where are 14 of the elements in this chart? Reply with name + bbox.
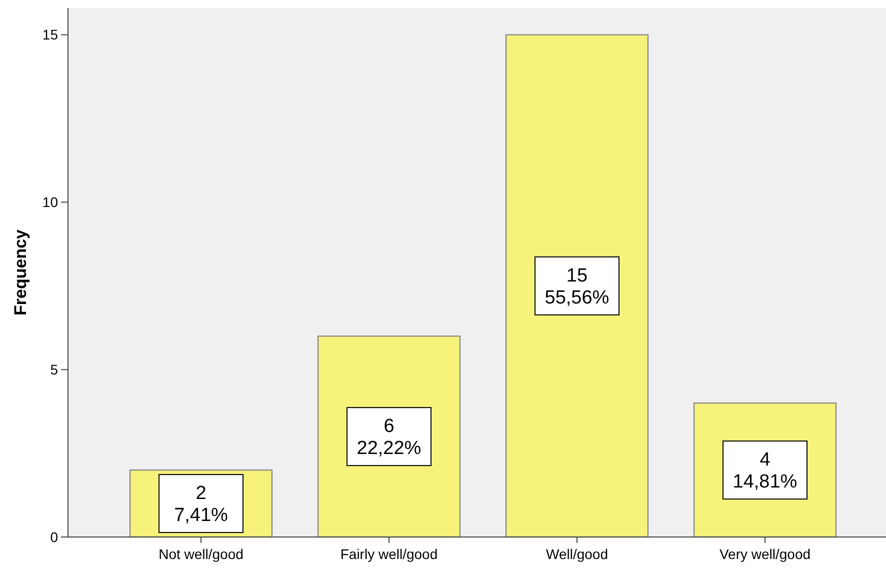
y-tick-label: 0	[50, 528, 58, 545]
x-tick-label: Fairly well/good	[340, 546, 438, 562]
data-label: 6 22,22%	[356, 416, 422, 460]
data-label: 15 55,56%	[544, 266, 610, 309]
x-tick-label: Well/good	[546, 546, 608, 562]
data-label: 2 7,41%	[174, 483, 228, 526]
data-label: 4 14,81%	[732, 450, 798, 493]
bar	[505, 34, 649, 538]
y-tick-label: 5	[50, 361, 58, 378]
y-tick-label: 15	[42, 26, 58, 43]
y-tick-label: 10	[42, 194, 58, 210]
x-tick-label: Not well/good	[158, 546, 244, 562]
x-tick-label: Very well/good	[719, 546, 811, 562]
y-axis-title: Frequency	[11, 228, 30, 316]
